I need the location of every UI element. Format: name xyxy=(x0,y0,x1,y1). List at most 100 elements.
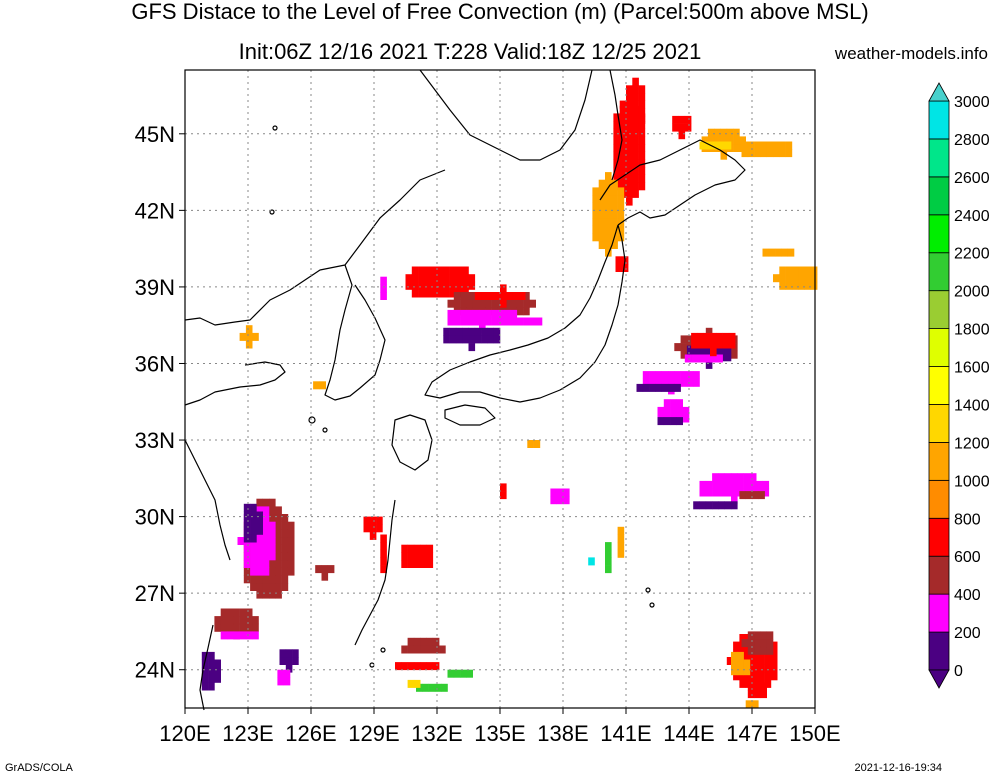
lon-label: 144E xyxy=(663,721,714,746)
lon-label: 150E xyxy=(789,721,840,746)
colorbar-segment xyxy=(928,555,950,595)
shade-patch-magenta xyxy=(699,473,770,505)
lat-label: 45N xyxy=(135,122,175,147)
colorbar-segment xyxy=(928,252,950,292)
shade-patch-red xyxy=(401,544,434,568)
colorbar-segment xyxy=(928,517,950,557)
colorbar-segment xyxy=(928,441,950,481)
shade-patch-purple xyxy=(279,649,299,673)
colorbar-label: 3000 xyxy=(954,94,990,111)
colorbar-segment xyxy=(928,290,950,329)
colorbar-label: 1400 xyxy=(954,397,990,414)
shade-patch-green xyxy=(447,669,473,678)
shade-patch-purple xyxy=(443,327,501,352)
shade-patch-cyan xyxy=(588,557,595,566)
colorbar-segment xyxy=(928,328,950,367)
colorbar-label: 1800 xyxy=(954,322,990,339)
shade-patch-purple xyxy=(201,651,221,691)
shade-patch-red xyxy=(619,77,646,132)
shade-patch-yellow xyxy=(407,679,421,688)
shade-patch-brown xyxy=(214,608,259,640)
shade-patch-red xyxy=(395,662,440,671)
lon-label: 126E xyxy=(285,721,336,746)
title-line-2: Init:06Z 12/16 2021 T:228 Valid:18Z 12/2… xyxy=(238,39,702,64)
lon-label: 147E xyxy=(726,721,777,746)
shade-patch-orange xyxy=(239,325,259,349)
lon-label: 129E xyxy=(348,721,399,746)
shade-patch-orange xyxy=(527,440,541,448)
colorbar-label: 200 xyxy=(954,625,981,642)
lat-label: 27N xyxy=(135,581,175,606)
lat-label: 24N xyxy=(135,658,175,683)
lat-label: 33N xyxy=(135,428,175,453)
colorbar-bottom-arrow xyxy=(928,669,950,689)
colorbar-label: 2600 xyxy=(954,170,990,187)
shade-patch-red xyxy=(691,332,736,357)
shade-patch-green xyxy=(605,542,612,574)
colorbar-segment xyxy=(928,138,950,178)
axis-ticks: 120E 123E 126E 129E 132E 135E 138E 141E 144E 147E… xyxy=(135,122,841,746)
shade-patch-purple xyxy=(657,417,683,426)
colorbar-segment xyxy=(928,479,950,519)
shade-patch-orange xyxy=(731,651,751,676)
shade-patch-magenta xyxy=(220,631,259,640)
shade-patch-purple xyxy=(243,503,263,543)
colorbar-label: 400 xyxy=(954,587,981,604)
colorbar-label: 0 xyxy=(954,663,963,680)
shade-patch-magenta xyxy=(550,488,570,505)
shade-patch-orange xyxy=(762,248,795,257)
colorbar-label: 1600 xyxy=(954,360,990,377)
shade-patch-red xyxy=(380,534,387,574)
colorbar-top-arrow xyxy=(928,82,950,102)
colorbar-segment xyxy=(928,404,950,443)
shade-patch-brown xyxy=(401,637,446,654)
shaded-field xyxy=(201,77,818,709)
colorbar-label: 2800 xyxy=(954,132,990,149)
shade-patch-brown xyxy=(741,631,774,655)
lon-label: 141E xyxy=(600,721,651,746)
shade-patch-red xyxy=(672,115,692,140)
footer-left: GrADS/COLA xyxy=(5,762,73,774)
shade-patch-magenta xyxy=(510,317,543,326)
shade-patch-brown xyxy=(315,565,335,581)
colorbar-label: 1000 xyxy=(954,473,990,490)
colorbar-segment xyxy=(928,366,950,405)
shade-patch-orange xyxy=(617,526,625,558)
colorbar-label: 2400 xyxy=(954,208,990,225)
shade-patch-magenta xyxy=(277,669,291,686)
colorbar-label: 2200 xyxy=(954,246,990,263)
shade-patch-orange xyxy=(741,141,793,158)
lon-label: 132E xyxy=(411,721,462,746)
colorbar-label: 600 xyxy=(954,549,981,566)
footer-right: 2021-12-16-19:34 xyxy=(854,762,942,774)
graticule xyxy=(185,70,815,708)
shade-patch-purple xyxy=(636,383,681,392)
lon-label: 135E xyxy=(474,721,525,746)
colorbar-segment xyxy=(928,176,950,216)
colorbar-label: 1200 xyxy=(954,435,990,452)
shade-patch-brown xyxy=(739,491,765,500)
shade-patch-yellow xyxy=(699,141,732,150)
shade-patch-magenta xyxy=(642,371,700,395)
shade-patch-orange xyxy=(313,381,326,390)
shade-patch-red xyxy=(363,516,383,540)
lon-label: 120E xyxy=(159,721,210,746)
shade-patch-orange xyxy=(773,266,818,290)
colorbar-label: 800 xyxy=(954,511,981,528)
colorbar-segment xyxy=(928,631,950,671)
title-line-1: GFS Distace to the Level of Free Convect… xyxy=(131,0,869,24)
shade-patch-magenta xyxy=(380,276,387,300)
lon-label: 123E xyxy=(222,721,273,746)
lon-label: 138E xyxy=(537,721,588,746)
colorbar-segment xyxy=(928,593,950,633)
shade-patch-magenta xyxy=(447,309,518,334)
lat-label: 30N xyxy=(135,505,175,530)
colorbar-segment xyxy=(928,214,950,254)
colorbar-label: 2000 xyxy=(954,284,990,301)
shade-patch-red xyxy=(474,284,526,308)
lat-label: 39N xyxy=(135,275,175,300)
shade-patch-orange xyxy=(745,700,759,709)
colorbar-segment xyxy=(928,100,950,140)
shade-patch-magenta xyxy=(684,354,723,363)
